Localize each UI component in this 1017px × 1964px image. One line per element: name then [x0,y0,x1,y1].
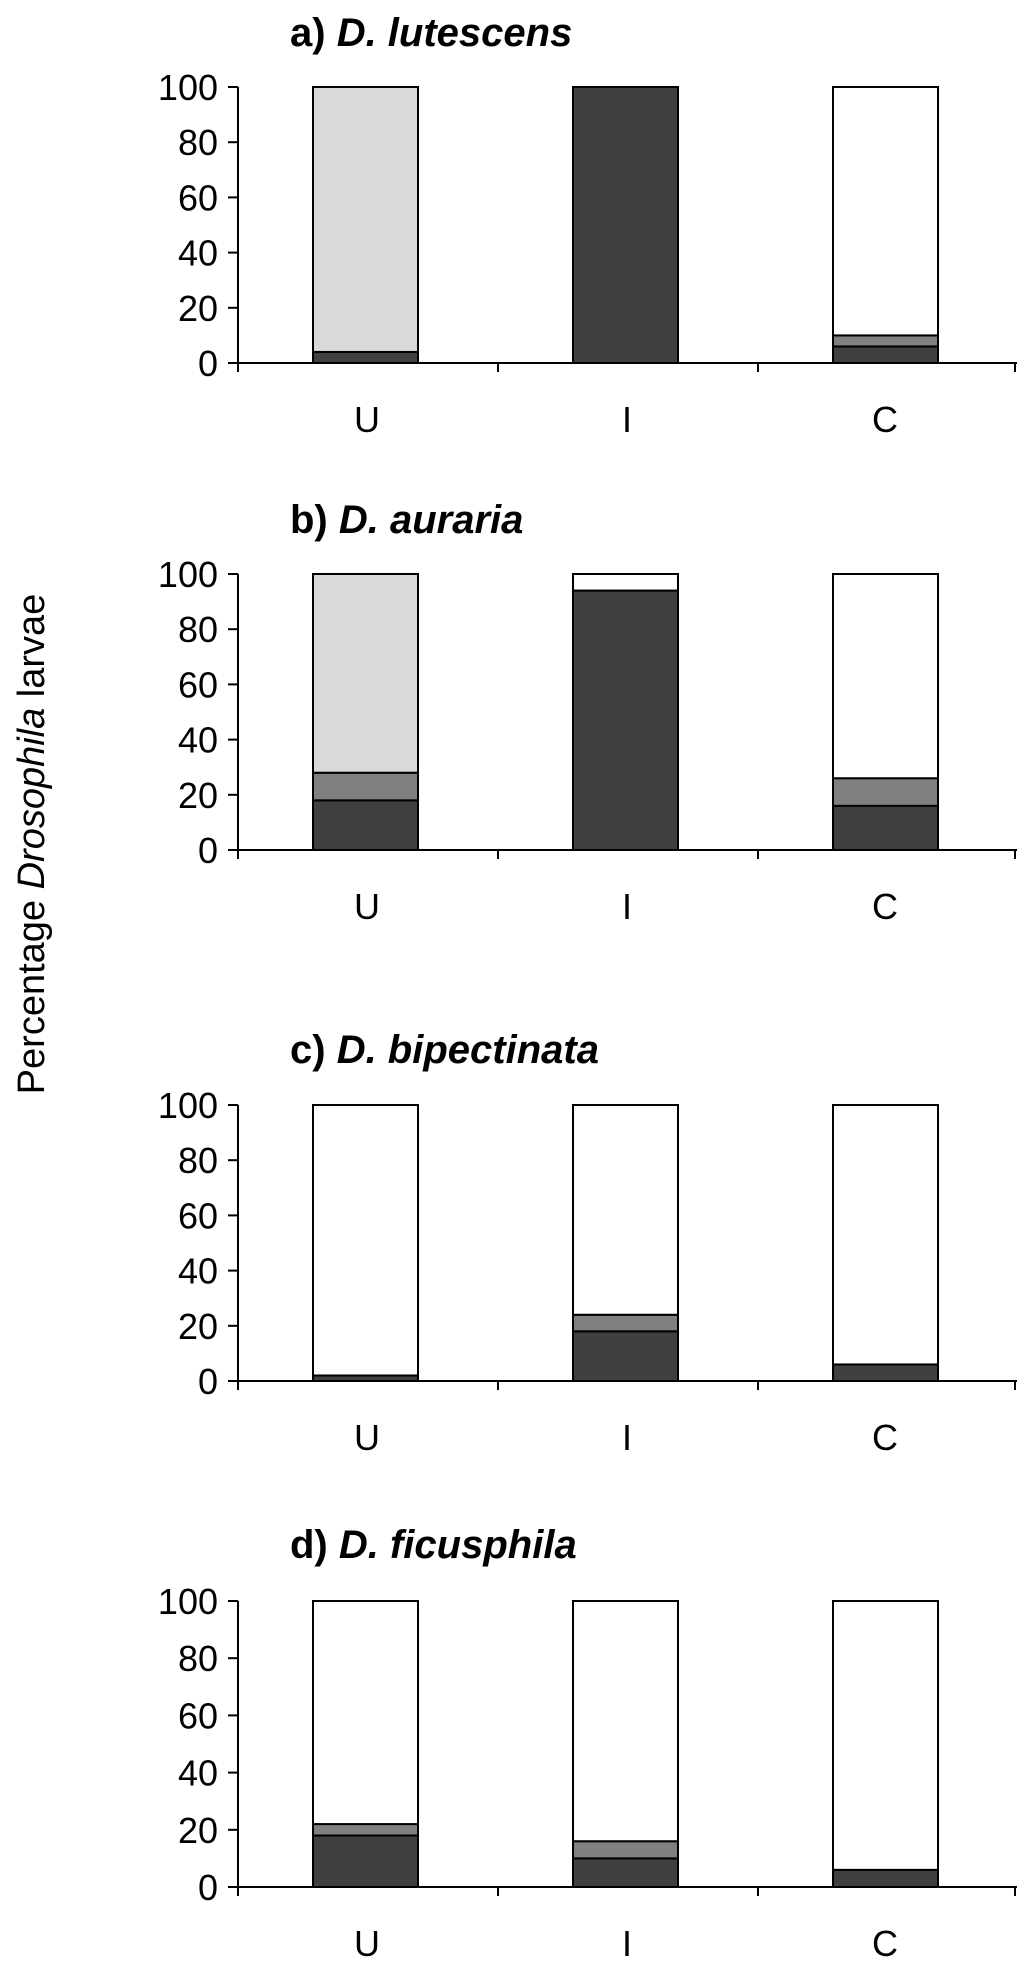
y-axis-label: Percentage Drosophila larvae [11,594,53,1095]
bar-segment-white-U [312,1600,419,1826]
y-tick-label: 40 [178,1753,218,1794]
x-category-label: I [622,886,632,927]
panel-label: d) [290,1523,339,1567]
bar-segment-dark-U [312,1834,419,1889]
panel-label: c) [290,1028,337,1072]
y-tick-label: 60 [178,177,218,218]
bar-segment-white-I [572,573,679,592]
bar-segment-dark-U [312,799,419,852]
y-tick-label: 20 [178,288,218,329]
y-tick-label: 80 [178,1140,218,1181]
bar-segment-dark-I [572,86,679,364]
bar-segment-light-U [312,573,419,774]
panel-d: d) D. ficusphila 0 20 40 60 80 100 U I C [158,1523,1017,1964]
bar-segment-light-U [312,86,419,353]
y-tick-label: 20 [178,1306,218,1347]
bar-segment-dark-C [832,1868,939,1888]
panel-label: a) [290,11,337,55]
panel-label: b) [290,498,339,542]
y-axis-title-part-1: Percentage [11,889,53,1094]
y-tick-label: 60 [178,1195,218,1236]
bar-segment-white-I [572,1104,679,1316]
bar-segment-white-I [572,1600,679,1843]
bar-segment-dark-C [832,345,939,365]
y-tick-label: 40 [178,720,218,761]
bar-segment-dark-U [312,350,419,364]
x-category-label: U [354,1923,380,1964]
y-tick-label: 80 [178,1638,218,1679]
bar-segment-dark-I [572,589,679,851]
y-tick-label: 40 [178,233,218,274]
bar-segment-medium-C [832,334,939,348]
species-name: D. bipectinata [337,1028,599,1072]
y-tick-label: 80 [178,122,218,163]
y-tick-label: 60 [178,664,218,705]
y-tick-label: 100 [158,1085,218,1126]
x-category-label: I [622,1923,632,1964]
x-category-label: C [872,1417,898,1458]
y-tick-label: 100 [158,554,218,595]
panel-a: a) D. lutescens 0 20 40 60 80 100 U I C [158,11,1017,440]
bar-segment-medium-C [832,777,939,807]
bar-segment-white-C [832,1104,939,1366]
y-tick-label: 100 [158,67,218,108]
x-category-label: C [872,399,898,440]
y-tick-label: 60 [178,1695,218,1736]
bar-segment-white-C [832,573,939,780]
y-tick-label: 0 [198,343,218,384]
y-axis-title-part-2: larvae [11,594,53,708]
y-axis-title-italic: Drosophila [11,708,53,890]
x-category-label: I [622,1417,632,1458]
x-category-label: I [622,399,632,440]
y-axis-title: Percentage Drosophila larvae [11,594,53,1095]
bar-segment-dark-C [832,804,939,852]
panel-title: c) D. bipectinata [290,1028,599,1072]
panel-title: d) D. ficusphila [290,1523,577,1567]
bar-segment-medium-I [572,1840,679,1860]
x-category-label: U [354,1417,380,1458]
bar-segment-medium-I [572,1313,679,1333]
species-name: D. ficusphila [339,1523,577,1567]
panel-b: b) D. auraria 0 20 40 60 80 100 U I C [158,498,1017,927]
y-tick-label: 40 [178,1251,218,1292]
bar-segment-dark-I [572,1857,679,1889]
bar-segment-white-C [832,1600,939,1871]
x-category-label: U [354,399,380,440]
x-category-label: U [354,886,380,927]
x-category-label: C [872,886,898,927]
y-tick-label: 0 [198,1867,218,1908]
y-tick-label: 20 [178,1810,218,1851]
panel-title: a) D. lutescens [290,11,572,55]
panel-title: b) D. auraria [290,498,523,542]
y-tick-label: 20 [178,775,218,816]
y-tick-label: 100 [158,1581,218,1622]
bar-segment-medium-U [312,1823,419,1837]
bar-segment-dark-C [832,1363,939,1382]
panel-c: c) D. bipectinata 0 20 40 60 80 100 U I C [158,1028,1017,1458]
bar-segment-medium-U [312,771,419,802]
bar-segment-white-U [312,1104,419,1377]
species-name: D. auraria [339,498,524,542]
y-tick-label: 0 [198,830,218,871]
x-category-label: C [872,1923,898,1964]
panels: a) D. lutescens 0 20 40 60 80 100 U I Cb) D. aura… [158,11,1017,1964]
y-tick-label: 0 [198,1361,218,1402]
y-tick-label: 80 [178,609,218,650]
bar-segment-white-C [832,86,939,337]
bar-segment-dark-I [572,1330,679,1382]
species-name: D. lutescens [337,11,573,55]
